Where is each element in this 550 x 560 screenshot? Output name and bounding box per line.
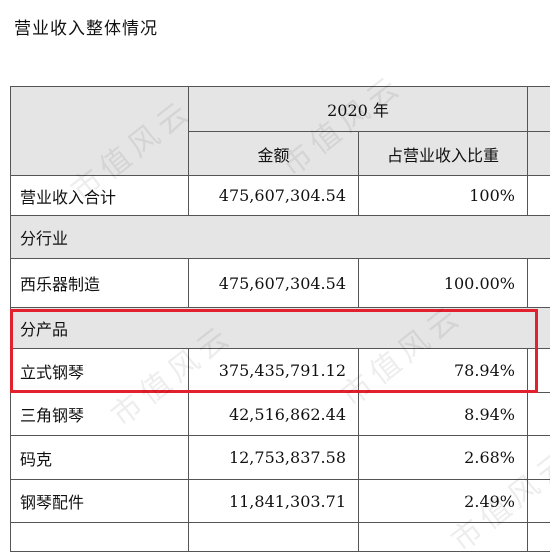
row-partial-extra — [527, 522, 550, 552]
header-blank-cell — [10, 86, 189, 176]
section-industry: 分行业 — [10, 215, 550, 259]
row-label-upright-piano: 立式钢琴 — [10, 348, 189, 393]
row-extra-code — [527, 435, 550, 480]
section-title: 营业收入整体情况 — [14, 19, 158, 39]
row-amount-upright-piano: 375,435,791.12 — [188, 348, 359, 393]
row-extra-total — [527, 175, 550, 216]
row-partial-ratio — [358, 522, 528, 552]
row-extra-piano-parts — [527, 479, 550, 523]
row-ratio-western-instruments: 100.00% — [358, 258, 528, 308]
header-amount: 金额 — [188, 131, 359, 176]
row-partial-label — [10, 522, 189, 552]
revenue-table: 2020 年 金额 占营业收入比重 营业收入合计 475,607,304.54 … — [10, 86, 550, 552]
row-label-grand-piano: 三角钢琴 — [10, 392, 189, 436]
section-product: 分产品 — [10, 307, 550, 349]
header-extra-sub — [527, 131, 550, 176]
header-extra-col — [527, 86, 550, 132]
header-ratio: 占营业收入比重 — [358, 131, 528, 176]
row-label-piano-parts: 钢琴配件 — [10, 479, 189, 523]
row-ratio-upright-piano: 78.94% — [358, 348, 528, 393]
row-label-western-instruments: 西乐器制造 — [10, 258, 189, 308]
row-amount-piano-parts: 11,841,303.71 — [188, 479, 359, 523]
row-extra-grand-piano — [527, 392, 550, 436]
row-ratio-grand-piano: 8.94% — [358, 392, 528, 436]
row-extra-upright-piano — [527, 348, 550, 393]
row-label-code: 码克 — [10, 435, 189, 480]
row-amount-code: 12,753,837.58 — [188, 435, 359, 480]
row-amount-grand-piano: 42,516,862.44 — [188, 392, 359, 436]
row-ratio-total: 100% — [358, 175, 528, 216]
row-label-total: 营业收入合计 — [10, 175, 189, 216]
row-partial-amount — [188, 522, 359, 552]
row-amount-western-instruments: 475,607,304.54 — [188, 258, 359, 308]
header-year: 2020 年 — [188, 86, 528, 132]
row-ratio-piano-parts: 2.49% — [358, 479, 528, 523]
row-extra-western-instruments — [527, 258, 550, 308]
row-amount-total: 475,607,304.54 — [188, 175, 359, 216]
row-ratio-code: 2.68% — [358, 435, 528, 480]
